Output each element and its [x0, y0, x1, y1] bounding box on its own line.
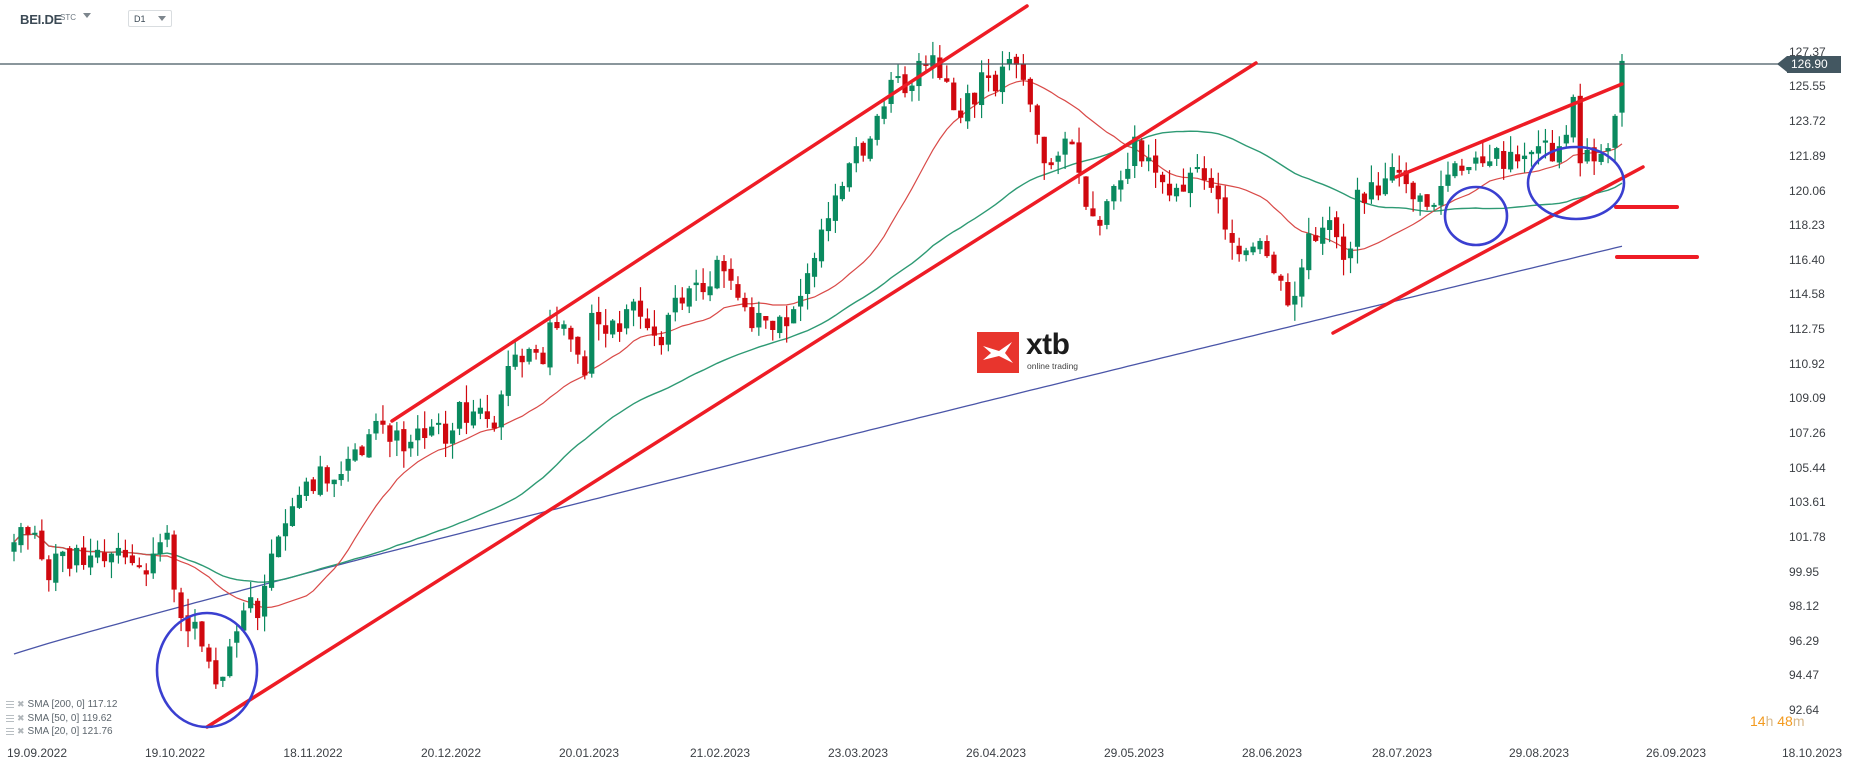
ellipse-annotation[interactable]	[1526, 145, 1626, 221]
ellipse-annotations[interactable]	[155, 145, 1626, 729]
price-tick: 103.61	[1789, 495, 1826, 510]
menu-icon[interactable]	[6, 701, 14, 709]
price-tick: 114.58	[1789, 287, 1825, 302]
date-tick: 28.06.2023	[1241, 746, 1303, 760]
legend-item-sma200[interactable]: ✖ SMA [200, 0] 117.12	[6, 698, 117, 712]
date-tick: 20.01.2023	[558, 746, 620, 760]
date-tick: 20.12.2022	[420, 746, 482, 760]
legend-label: SMA [50, 0] 119.62	[27, 712, 112, 724]
indicator-legend: ✖ SMA [200, 0] 117.12 ✖ SMA [50, 0] 119.…	[6, 698, 117, 739]
timeframe-value: D1	[134, 14, 146, 24]
price-tick: 94.47	[1789, 668, 1820, 683]
timeframe-select[interactable]: D1	[128, 10, 172, 27]
trendline[interactable]	[1394, 82, 1624, 179]
date-tick: 29.08.2023	[1508, 746, 1570, 760]
price-tick: 112.75	[1789, 322, 1825, 337]
date-tick: 28.07.2023	[1371, 746, 1433, 760]
symbol-dropdown-caret-icon[interactable]	[83, 13, 91, 18]
date-tick: 23.03.2023	[827, 746, 889, 760]
date-tick: 26.04.2023	[965, 746, 1027, 760]
legend-item-sma50[interactable]: ✖ SMA [50, 0] 119.62	[6, 712, 117, 726]
symbol-type: STC	[60, 13, 76, 22]
trendline[interactable]	[205, 61, 1258, 729]
price-tick: 92.64	[1789, 703, 1820, 718]
xtb-logo: xtb online trading	[977, 328, 1087, 374]
legend-label: SMA [200, 0] 117.12	[27, 699, 118, 710]
date-tick: 19.10.2022	[144, 746, 206, 760]
date-tick: 18.10.2023	[1781, 746, 1843, 760]
ellipse-annotation[interactable]	[155, 611, 259, 729]
trendlines[interactable]	[205, 4, 1699, 729]
candle-countdown: 14h 48m	[1750, 713, 1805, 729]
symbol-name[interactable]: BEI.DE	[20, 12, 63, 27]
current-price-tag: 126.90	[1777, 56, 1841, 73]
chart-toolbar: BEI.DE STC D1	[0, 0, 1866, 36]
price-tick: 121.89	[1789, 148, 1826, 163]
price-tick: 109.09	[1789, 391, 1826, 406]
date-tick: 18.11.2022	[283, 746, 343, 760]
price-tick: 123.72	[1789, 114, 1826, 129]
chevron-down-icon	[158, 16, 166, 21]
price-tick: 98.12	[1789, 599, 1820, 614]
price-tick: 120.06	[1789, 183, 1826, 198]
price-tick: 125.55	[1789, 79, 1826, 94]
legend-label: SMA [20, 0] 121.76	[27, 726, 113, 737]
date-tick: 21.02.2023	[689, 746, 751, 760]
sma-50-line	[13, 130, 1623, 583]
price-tick: 99.95	[1789, 564, 1820, 579]
menu-icon[interactable]	[6, 714, 14, 722]
price-tick: 107.26	[1789, 426, 1826, 441]
trendline[interactable]	[1331, 165, 1645, 335]
price-tick: 127.37	[1789, 45, 1826, 59]
date-tick: 19.09.2022	[6, 746, 68, 760]
price-tick: 118.23	[1789, 218, 1825, 233]
close-icon[interactable]: ✖	[17, 699, 25, 709]
ellipse-annotation[interactable]	[1443, 185, 1509, 247]
xtb-logo-mark-icon	[977, 332, 1019, 373]
price-tick: 96.29	[1789, 633, 1820, 648]
close-icon[interactable]: ✖	[17, 712, 25, 723]
legend-item-sma20[interactable]: ✖ SMA [20, 0] 121.76	[6, 725, 117, 739]
price-tick: 110.92	[1789, 356, 1825, 371]
trendline[interactable]	[390, 4, 1029, 423]
close-icon[interactable]: ✖	[17, 726, 25, 736]
menu-icon[interactable]	[6, 728, 14, 736]
price-tick: 116.40	[1789, 252, 1825, 267]
date-tick: 26.09.2023	[1645, 746, 1707, 760]
sma-20-line	[13, 79, 1623, 609]
logo-brand: xtb	[1026, 328, 1070, 361]
price-tick: 105.44	[1789, 460, 1826, 475]
date-tick: 29.05.2023	[1103, 746, 1165, 760]
candlesticks	[11, 41, 1625, 689]
logo-tagline: online trading	[1027, 361, 1079, 371]
price-tick: 101.78	[1789, 529, 1826, 544]
